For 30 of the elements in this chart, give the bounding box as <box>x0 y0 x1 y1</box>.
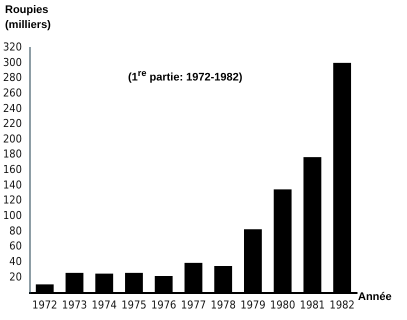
x-tick-label: 1977 <box>180 298 206 312</box>
y-tick-label: 220 <box>2 117 22 130</box>
x-tick-label: 1973 <box>62 298 88 312</box>
x-tick-label: 1982 <box>330 298 355 312</box>
x-axis-title: Année <box>358 291 392 303</box>
y-tick-label: 320 <box>2 40 22 54</box>
y-tick-label: 240 <box>2 102 22 115</box>
y-axis-title: Roupies (milliers) <box>5 3 52 33</box>
y-tick-label: 160 <box>2 163 22 176</box>
y-tick-label: 260 <box>2 86 22 100</box>
annotation: (1$^{re}$ partie: 1972-1982) <box>128 68 242 84</box>
y-tick-label: 100 <box>2 209 22 222</box>
y-tick-label: 180 <box>2 148 22 161</box>
y-tick-label: 40 <box>9 255 22 268</box>
y-tick-label: 280 <box>2 71 22 84</box>
x-tick-label: 1976 <box>151 298 176 312</box>
x-tick-label: 1980 <box>270 298 296 312</box>
x-tick-label: 1972 <box>32 298 58 312</box>
y-tick-label: 80 <box>9 224 22 238</box>
y-tick-label: 20 <box>9 270 22 284</box>
y-tick-label: 200 <box>2 132 22 146</box>
y-tick-label: 140 <box>2 178 22 192</box>
y-tick-label: 300 <box>2 56 22 69</box>
y-tick-label: 60 <box>9 240 22 253</box>
y-tick-label: 120 <box>2 194 22 207</box>
x-tick-label: 1979 <box>240 298 266 312</box>
x-tick-label: 1981 <box>300 298 325 312</box>
x-tick-label: 1978 <box>210 298 236 312</box>
x-tick-label: 1974 <box>92 298 117 312</box>
x-tick-label: 1975 <box>121 298 147 312</box>
